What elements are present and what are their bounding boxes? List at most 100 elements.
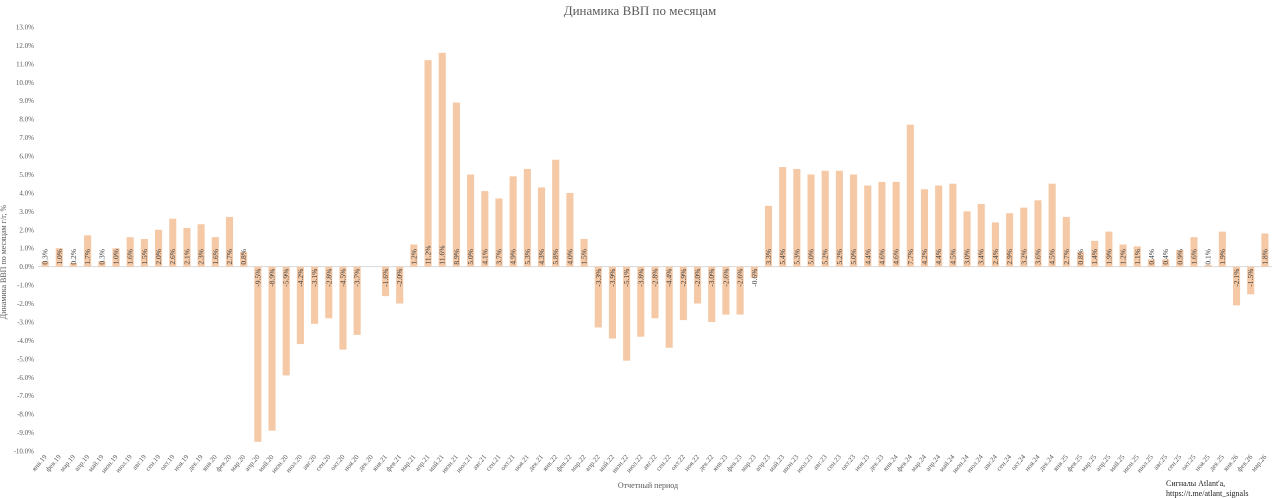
data-label: -3.1% xyxy=(310,269,319,287)
data-label: -2.6% xyxy=(736,269,745,287)
y-tick-label: -8.0% xyxy=(17,411,34,419)
bar xyxy=(1162,259,1170,267)
data-label: 0.4% xyxy=(1161,249,1170,265)
bar xyxy=(509,176,517,267)
bar xyxy=(452,102,460,267)
data-label: 2.0% xyxy=(154,249,163,265)
bar xyxy=(552,159,560,267)
bar xyxy=(935,185,943,267)
bar xyxy=(339,266,347,350)
bar xyxy=(169,218,177,267)
y-tick-label: 1.0% xyxy=(19,245,34,253)
y-tick-label: 6.0% xyxy=(19,153,34,161)
data-label: 1.2% xyxy=(409,249,418,265)
bar xyxy=(1261,233,1269,267)
y-tick-label: -4.0% xyxy=(17,337,34,345)
bar xyxy=(1204,264,1212,267)
data-label: 0.8% xyxy=(1076,249,1085,265)
bar xyxy=(41,261,49,267)
data-label: 3.6% xyxy=(1033,249,1042,265)
data-label: 2.4% xyxy=(991,249,1000,265)
y-tick-label: 13.0% xyxy=(16,24,34,32)
data-label: 1.5% xyxy=(140,249,149,265)
data-label: -1.6% xyxy=(381,269,390,287)
data-label: -2.8% xyxy=(651,269,660,287)
bar xyxy=(878,181,886,267)
bar xyxy=(84,235,92,267)
y-tick-label: -10.0% xyxy=(14,448,35,456)
data-label: 5.0% xyxy=(466,249,475,265)
data-label: 3.4% xyxy=(977,249,986,265)
data-label: 1.7% xyxy=(83,249,92,265)
x-tick-label: июл.25 xyxy=(1135,453,1155,475)
y-tick-label: 8.0% xyxy=(19,116,34,124)
bar xyxy=(1119,244,1127,267)
data-label: -2.9% xyxy=(679,269,688,287)
credit-line-1: Сигналы Atlant'a, xyxy=(1166,479,1225,488)
data-label: -5.1% xyxy=(622,269,631,287)
x-tick-label: июл.19 xyxy=(114,453,134,475)
y-tick-label: 0.0% xyxy=(19,263,34,271)
data-label: 8.9% xyxy=(452,249,461,265)
bar xyxy=(1076,251,1085,267)
bar xyxy=(1247,266,1255,295)
data-label: 1.6% xyxy=(126,249,135,265)
data-label: -8.9% xyxy=(268,269,277,287)
bar xyxy=(1048,183,1056,267)
y-tick-label: 9.0% xyxy=(19,97,34,105)
data-label: 1.0% xyxy=(55,249,64,265)
bar xyxy=(1006,213,1014,267)
bar xyxy=(98,261,106,267)
bar xyxy=(438,52,446,267)
bar xyxy=(963,211,971,267)
bar xyxy=(353,266,361,335)
data-label: -4.2% xyxy=(296,269,305,287)
y-tick-label: -7.0% xyxy=(17,392,34,400)
data-label: 4.2% xyxy=(920,249,929,265)
data-label: 11.6% xyxy=(438,246,447,265)
data-label: -3.8% xyxy=(636,269,645,287)
x-tick-label: сен.19 xyxy=(144,453,163,473)
data-label: 3.3% xyxy=(764,249,773,265)
data-label: 1.6% xyxy=(211,249,220,265)
bar xyxy=(651,266,659,319)
bar xyxy=(481,191,489,267)
data-label: -3.0% xyxy=(707,269,716,287)
bar xyxy=(282,266,290,376)
data-label: 3.0% xyxy=(963,249,972,265)
bar xyxy=(155,229,163,267)
x-tick-label: июл.24 xyxy=(965,453,985,475)
bars xyxy=(41,52,1269,442)
bar xyxy=(1190,237,1198,267)
data-label: 1.8% xyxy=(1260,249,1269,265)
data-label: 2.1% xyxy=(182,249,191,265)
data-label: -4.4% xyxy=(665,269,674,287)
bar xyxy=(1020,207,1028,267)
x-tick-label: сен.24 xyxy=(995,453,1014,473)
x-tick-label: июл.20 xyxy=(284,453,304,475)
bar xyxy=(835,170,843,267)
data-label: 1.1% xyxy=(1133,249,1142,265)
bar xyxy=(722,266,730,315)
x-tick-label: сен.25 xyxy=(1165,453,1184,473)
data-label: -1.5% xyxy=(1246,269,1255,287)
data-label: 2.7% xyxy=(1062,249,1071,265)
bar xyxy=(608,266,616,339)
data-label: 4.5% xyxy=(1048,249,1057,265)
bar xyxy=(69,262,78,267)
bar xyxy=(225,216,234,267)
data-label: 5.8% xyxy=(551,249,560,265)
data-label: -4.5% xyxy=(338,269,347,287)
credit-line-2: https://t.me/atlant_signals xyxy=(1166,489,1248,498)
bar xyxy=(311,266,319,324)
bar xyxy=(1105,231,1113,267)
bar xyxy=(736,266,744,315)
bar xyxy=(665,266,673,348)
x-tick-label: июл.23 xyxy=(795,453,815,475)
data-label: -2.8% xyxy=(324,269,333,287)
x-tick-label: мар.26 xyxy=(1250,453,1269,474)
data-label: 4.3% xyxy=(537,249,546,265)
bar xyxy=(55,248,63,267)
y-tick-label: 5.0% xyxy=(19,171,34,179)
